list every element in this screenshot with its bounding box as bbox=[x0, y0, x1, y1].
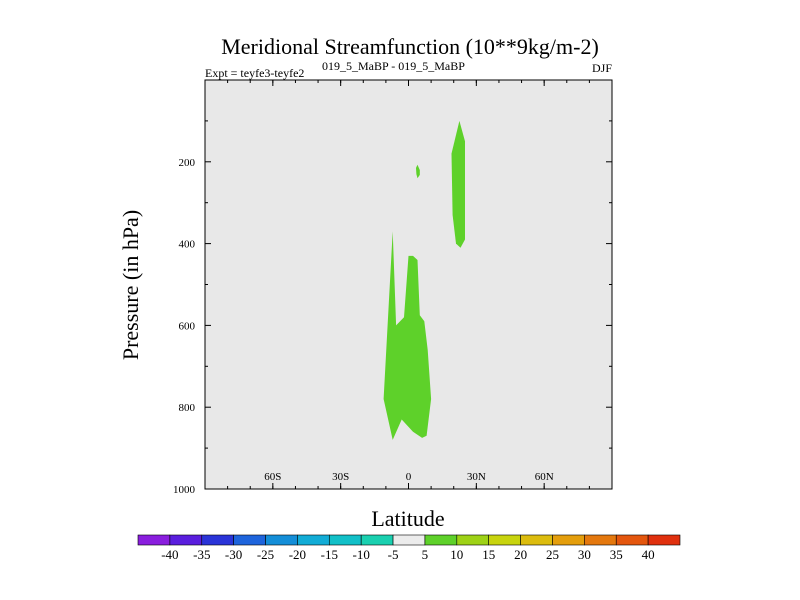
y-axis-label: Pressure (in hPa) bbox=[118, 210, 143, 360]
chart-title: Meridional Streamfunction (10**9kg/m-2) bbox=[221, 34, 599, 59]
colorbar-swatch bbox=[615, 534, 649, 546]
colorbar-label: -10 bbox=[353, 547, 370, 562]
y-tick-label: 800 bbox=[179, 402, 196, 414]
contour-region-positive-5-10-tropics bbox=[383, 231, 432, 440]
chart-subtitle-right: DJF bbox=[592, 61, 612, 75]
colorbar-swatch bbox=[328, 534, 362, 546]
x-tick-label: 60N bbox=[535, 471, 554, 483]
chart-subtitle-left: Expt = teyfe3-teyfe2 bbox=[205, 66, 304, 80]
colorbar-swatch bbox=[169, 534, 203, 546]
y-tick-label: 400 bbox=[179, 239, 196, 251]
colorbar-label: -20 bbox=[289, 547, 306, 562]
colorbar-swatch bbox=[647, 534, 681, 546]
colorbar-label: 5 bbox=[422, 547, 429, 562]
x-tick-label: 30N bbox=[467, 471, 486, 483]
colorbar-swatch bbox=[360, 534, 394, 546]
colorbar-swatch bbox=[297, 534, 330, 546]
colorbar-swatch bbox=[233, 534, 266, 546]
contour-region-positive-5-10-upper bbox=[451, 120, 465, 248]
contour-region-positive-5-10-blob bbox=[416, 164, 420, 179]
contour-regions bbox=[383, 120, 465, 440]
colorbar-swatch bbox=[392, 534, 426, 546]
colorbar: -40 -35 -30 -25 -20 -15 -10 -5 5 10 15 20 25 30 35 40 bbox=[137, 534, 681, 562]
colorbar-label: -25 bbox=[257, 547, 274, 562]
colorbar-label: 10 bbox=[450, 547, 463, 562]
x-tick-label: 0 bbox=[406, 471, 412, 483]
y-axis-ticks: 200 400 600 800 1000 bbox=[173, 120, 612, 496]
colorbar-swatch bbox=[488, 534, 521, 546]
colorbar-label: 25 bbox=[546, 547, 559, 562]
colorbar-label: -30 bbox=[225, 547, 242, 562]
colorbar-label: -5 bbox=[388, 547, 399, 562]
colorbar-label: 20 bbox=[514, 547, 527, 562]
x-axis-ticks: 60S 30S 0 30N 60N bbox=[204, 80, 613, 489]
chart-subtitle-center: 019_5_MaBP - 019_5_MaBP bbox=[322, 59, 465, 73]
colorbar-label: -40 bbox=[161, 547, 178, 562]
colorbar-label: 40 bbox=[642, 547, 655, 562]
y-tick-label: 1000 bbox=[173, 484, 196, 496]
y-tick-label: 200 bbox=[179, 157, 196, 169]
x-axis-label: Latitude bbox=[371, 506, 444, 531]
colorbar-swatch bbox=[424, 534, 458, 546]
x-tick-label: 60S bbox=[264, 471, 281, 483]
y-tick-label: 600 bbox=[179, 320, 196, 332]
colorbar-swatch bbox=[265, 534, 298, 546]
colorbar-label: -35 bbox=[193, 547, 210, 562]
colorbar-label: -15 bbox=[321, 547, 338, 562]
colorbar-label: 30 bbox=[578, 547, 591, 562]
colorbar-swatch bbox=[201, 534, 234, 546]
colorbar-label: 35 bbox=[610, 547, 623, 562]
x-tick-label: 30S bbox=[332, 471, 349, 483]
colorbar-swatch bbox=[137, 534, 171, 546]
colorbar-swatch bbox=[552, 534, 585, 546]
colorbar-swatch bbox=[456, 534, 490, 546]
colorbar-swatch bbox=[520, 534, 553, 546]
colorbar-label: 15 bbox=[482, 547, 495, 562]
colorbar-swatch bbox=[584, 534, 617, 546]
